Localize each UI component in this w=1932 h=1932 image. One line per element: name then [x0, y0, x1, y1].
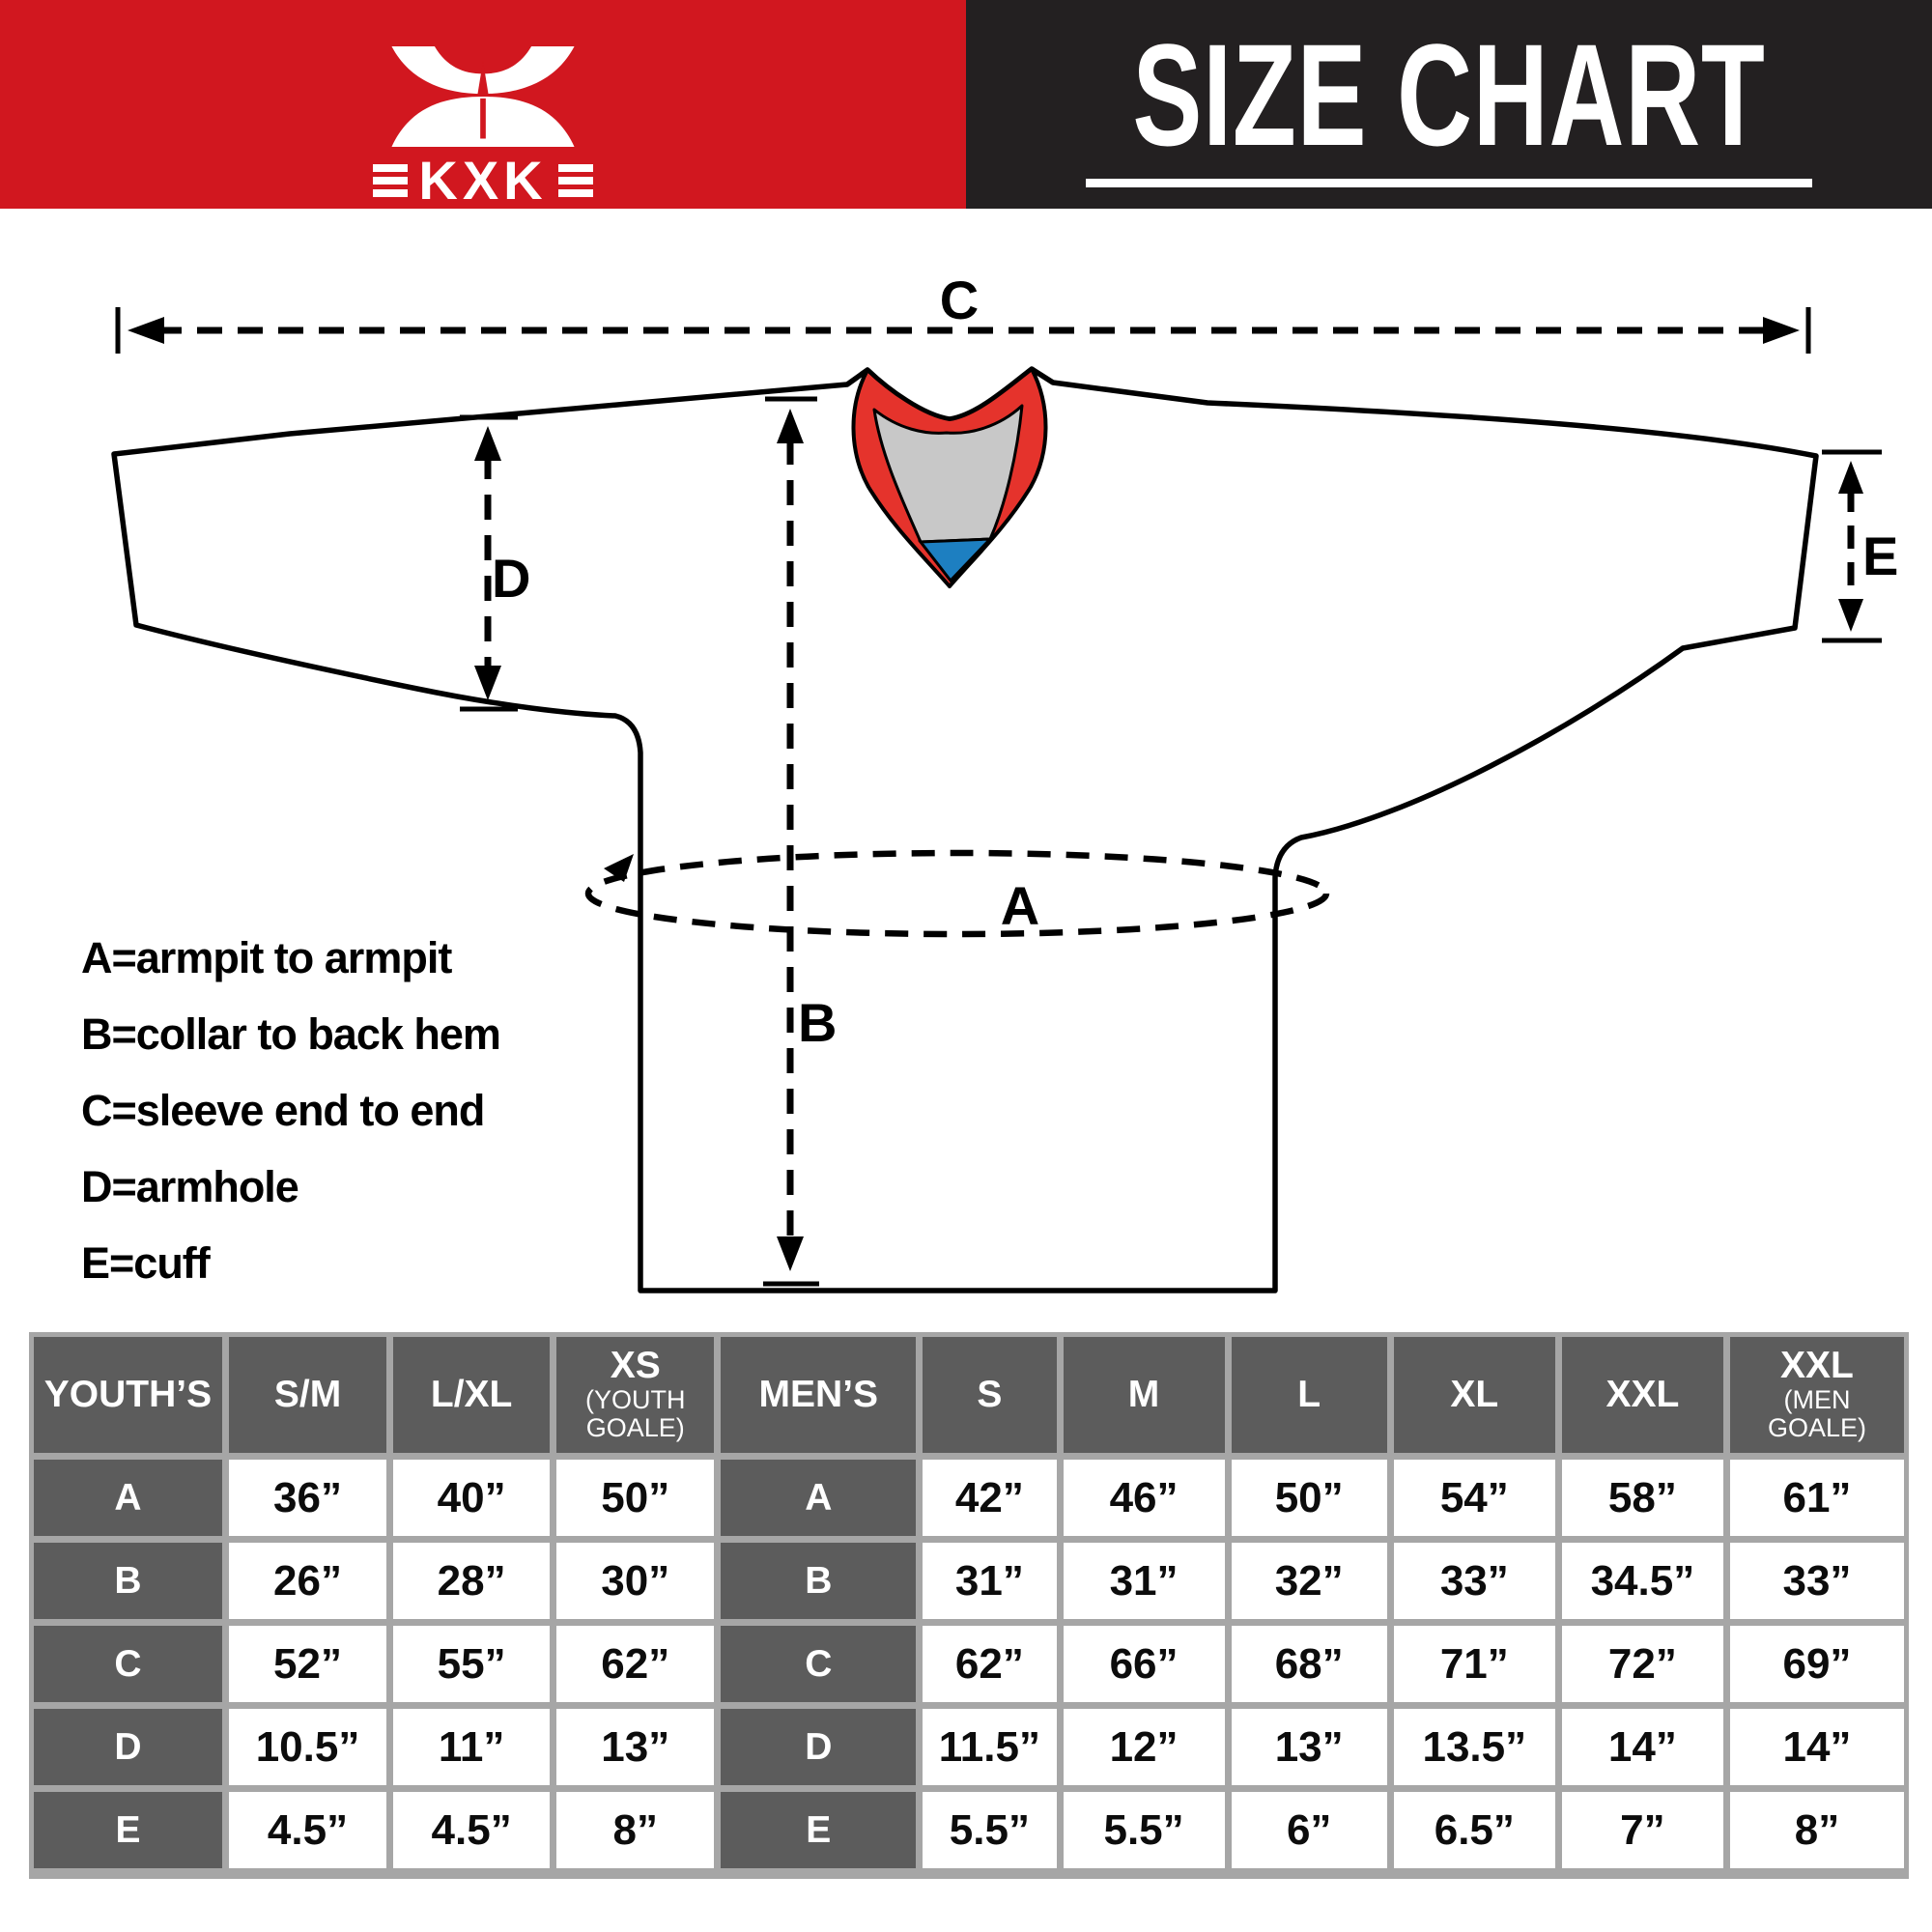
collar-blue-insert: [918, 537, 994, 583]
row-label-1-4: B: [721, 1543, 917, 1619]
header-cell-s: S: [923, 1337, 1057, 1453]
page-title: SIZE CHART: [1132, 13, 1766, 176]
measure-label-A: A: [1001, 875, 1039, 936]
value-cell-3-5: 11.5”: [923, 1709, 1057, 1785]
value-cell-2-2: 55”: [393, 1626, 551, 1702]
collar-inner-gray: [872, 404, 1024, 544]
value-cell-1-10: 33”: [1729, 1543, 1904, 1619]
header-cell-xxl: XXL (MEN GOALE): [1729, 1337, 1904, 1453]
value-cell-0-9: 58”: [1561, 1460, 1723, 1536]
value-cell-2-5: 62”: [923, 1626, 1057, 1702]
row-label-1-0: B: [34, 1543, 222, 1619]
value-cell-4-3: 8”: [556, 1792, 715, 1868]
brand-wordmark: KXK: [373, 150, 593, 211]
value-cell-2-8: 71”: [1393, 1626, 1555, 1702]
value-cell-3-1: 10.5”: [228, 1709, 387, 1785]
header-cell-l: L: [1231, 1337, 1387, 1453]
value-cell-0-1: 36”: [228, 1460, 387, 1536]
header-cell-men-s: MEN’S: [721, 1337, 917, 1453]
row-label-0-4: A: [721, 1460, 917, 1536]
value-cell-1-6: 31”: [1063, 1543, 1225, 1619]
legend-line-E: E=cuff: [81, 1238, 211, 1288]
value-cell-1-8: 33”: [1393, 1543, 1555, 1619]
measure-A-ellipse: [584, 849, 1330, 938]
value-cell-2-1: 52”: [228, 1626, 387, 1702]
kxk-logo-icon: [391, 46, 575, 147]
value-cell-1-3: 30”: [556, 1543, 715, 1619]
measurement-legend: A=armpit to armpit B=collar to back hem …: [81, 920, 501, 1301]
value-cell-4-8: 6.5”: [1393, 1792, 1555, 1868]
value-cell-4-7: 6”: [1231, 1792, 1387, 1868]
row-label-0-0: A: [34, 1460, 222, 1536]
value-cell-3-9: 14”: [1561, 1709, 1723, 1785]
value-cell-4-10: 8”: [1729, 1792, 1904, 1868]
measure-E-arrow: [1822, 449, 1882, 643]
header-cell-m: M: [1063, 1337, 1225, 1453]
value-cell-3-7: 13”: [1231, 1709, 1387, 1785]
value-cell-0-2: 40”: [393, 1460, 551, 1536]
header-cell-xl: XL: [1393, 1337, 1555, 1453]
value-cell-2-7: 68”: [1231, 1626, 1387, 1702]
brand-letters: KXK: [418, 150, 548, 211]
value-cell-1-9: 34.5”: [1561, 1543, 1723, 1619]
legend-line-D: D=armhole: [81, 1162, 299, 1211]
size-table: YOUTH’S S/M L/XL XS (YOUTH GOALE) MEN’S S M L XL X…: [29, 1332, 1909, 1879]
value-cell-3-6: 12”: [1063, 1709, 1225, 1785]
header-cell-xs: XS (YOUTH GOALE): [556, 1337, 715, 1453]
row-label-2-0: C: [34, 1626, 222, 1702]
page-header: KXK SIZE CHART: [0, 0, 1932, 209]
value-cell-1-2: 28”: [393, 1543, 551, 1619]
value-cell-2-10: 69”: [1729, 1626, 1904, 1702]
header-cell-s-m: S/M: [228, 1337, 387, 1453]
value-cell-2-3: 62”: [556, 1626, 715, 1702]
legend-line-C: C=sleeve end to end: [81, 1086, 485, 1135]
legend-line-A: A=armpit to armpit: [81, 933, 452, 982]
value-cell-0-3: 50”: [556, 1460, 715, 1536]
header-cell-l-xl: L/XL: [393, 1337, 551, 1453]
header-cell-youth-s: YOUTH’S: [34, 1337, 222, 1453]
value-cell-3-10: 14”: [1729, 1709, 1904, 1785]
measure-C-arrow: [115, 307, 1811, 354]
measure-label-D: D: [492, 548, 530, 609]
title-panel: SIZE CHART: [966, 0, 1932, 209]
value-cell-4-9: 7”: [1561, 1792, 1723, 1868]
measure-label-C: C: [940, 270, 979, 330]
value-cell-1-5: 31”: [923, 1543, 1057, 1619]
value-cell-4-1: 4.5”: [228, 1792, 387, 1868]
value-cell-4-6: 5.5”: [1063, 1792, 1225, 1868]
triple-bar-icon: [557, 164, 593, 197]
value-cell-0-5: 42”: [923, 1460, 1057, 1536]
value-cell-3-3: 13”: [556, 1709, 715, 1785]
value-cell-3-8: 13.5”: [1393, 1709, 1555, 1785]
value-cell-1-1: 26”: [228, 1543, 387, 1619]
row-label-2-4: C: [721, 1626, 917, 1702]
value-cell-0-8: 54”: [1393, 1460, 1555, 1536]
measure-D-arrow: [460, 414, 518, 712]
row-label-4-4: E: [721, 1792, 917, 1868]
value-cell-0-10: 61”: [1729, 1460, 1904, 1536]
title-underline: [1086, 178, 1812, 187]
row-label-4-0: E: [34, 1792, 222, 1868]
value-cell-1-7: 32”: [1231, 1543, 1387, 1619]
measure-B-arrow: [763, 396, 819, 1287]
value-cell-0-6: 46”: [1063, 1460, 1225, 1536]
legend-line-B: B=collar to back hem: [81, 1009, 501, 1059]
triple-bar-icon: [373, 164, 409, 197]
header-cell-xxl: XXL: [1561, 1337, 1723, 1453]
value-cell-0-7: 50”: [1231, 1460, 1387, 1536]
value-cell-2-9: 72”: [1561, 1626, 1723, 1702]
row-label-3-4: D: [721, 1709, 917, 1785]
value-cell-3-2: 11”: [393, 1709, 551, 1785]
value-cell-2-6: 66”: [1063, 1626, 1225, 1702]
value-cell-4-2: 4.5”: [393, 1792, 551, 1868]
brand-panel: KXK: [0, 0, 966, 209]
measure-label-B: B: [798, 992, 837, 1053]
row-label-3-0: D: [34, 1709, 222, 1785]
value-cell-4-5: 5.5”: [923, 1792, 1057, 1868]
measure-label-E: E: [1862, 526, 1898, 586]
